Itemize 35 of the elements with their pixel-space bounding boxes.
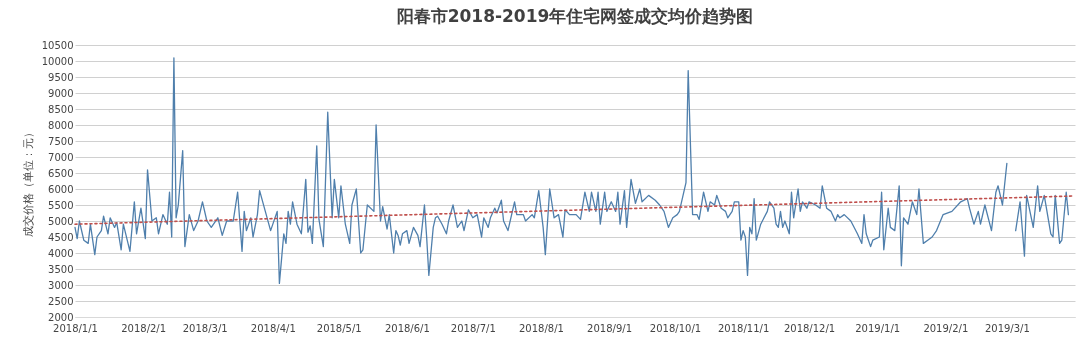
y-tick-label: 6000 (48, 183, 74, 195)
y-tick-label: 5000 (48, 215, 74, 227)
x-tick-label: 2018/2/1 (121, 322, 167, 334)
x-tick-label: 2018/12/1 (783, 322, 836, 334)
x-tick-label: 2018/11/1 (717, 322, 770, 334)
x-tick-label: 2018/8/1 (518, 322, 564, 334)
y-axis-title: 成交价格（单位：元） (21, 126, 35, 237)
y-tick-label: 9500 (48, 71, 74, 83)
y-tick-label: 5500 (48, 199, 74, 211)
y-tick-label: 10500 (41, 39, 74, 51)
x-tick-label: 2019/1/1 (855, 322, 901, 334)
x-tick-label: 2018/5/1 (316, 322, 362, 334)
y-tick-label: 2000 (48, 311, 74, 323)
y-tick-label: 3000 (48, 279, 74, 291)
y-tick-label: 7500 (48, 135, 74, 147)
x-tick-label: 2018/1/1 (53, 322, 98, 334)
y-tick-label: 2500 (48, 295, 74, 307)
chart-title: 阳春市2018-2019年住宅网签成交均价趋势图 (396, 6, 754, 26)
x-tick-label: 2018/9/1 (587, 322, 633, 334)
y-tick-label: 6500 (48, 167, 74, 179)
y-tick-label: 7000 (48, 151, 74, 163)
x-tick-label: 2019/3/1 (984, 322, 1030, 334)
x-tick-label: 2018/10/1 (649, 322, 702, 334)
y-tick-label: 4000 (48, 247, 74, 259)
x-tick-label: 2019/2/1 (923, 322, 969, 334)
y-tick-label: 10000 (41, 55, 74, 67)
x-tick-label: 2018/7/1 (450, 322, 496, 334)
y-tick-label: 8000 (48, 119, 74, 131)
x-tick-label: 2018/4/1 (250, 322, 296, 334)
x-tick-label: 2018/6/1 (384, 322, 430, 334)
y-tick-label: 4500 (48, 231, 74, 243)
y-tick-label: 8500 (48, 103, 74, 115)
y-tick-label: 9000 (48, 87, 74, 99)
y-tick-label: 3500 (48, 263, 74, 275)
x-tick-label: 2018/3/1 (182, 322, 228, 334)
